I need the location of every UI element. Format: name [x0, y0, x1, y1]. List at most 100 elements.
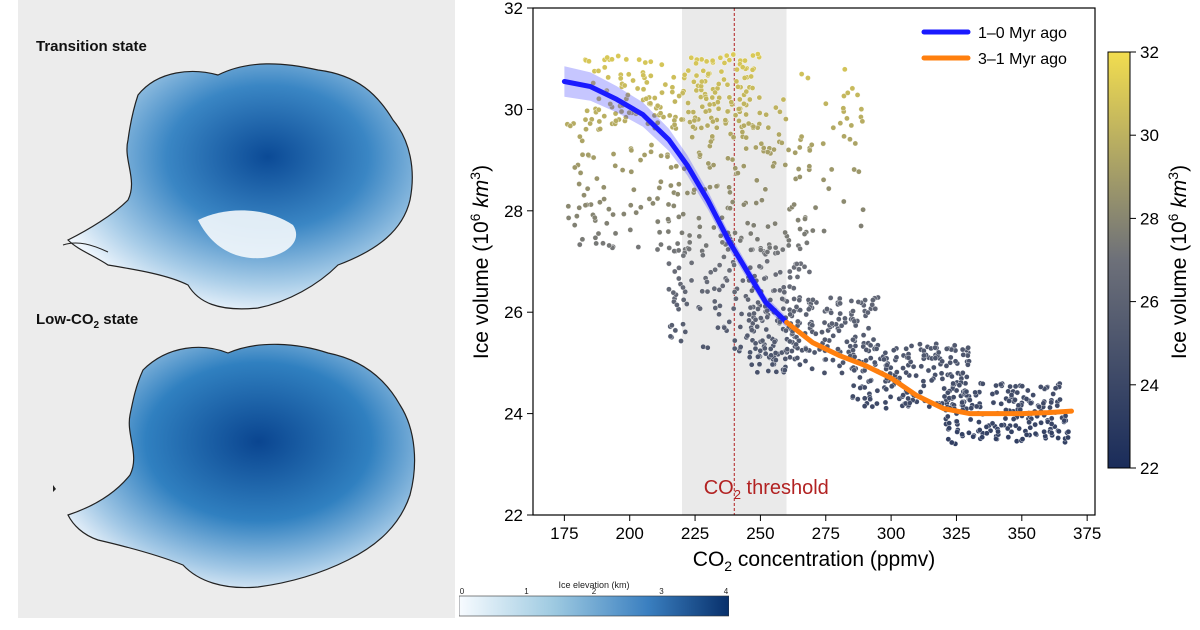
scatter-point [743, 134, 750, 141]
scatter-point [681, 71, 688, 78]
scatter-point [702, 108, 709, 115]
scatter-point [821, 228, 827, 234]
scatter-point [576, 204, 583, 211]
scatter-point [699, 103, 706, 110]
scatter-point [721, 254, 727, 260]
series-line-1 [561, 79, 790, 325]
scatter-point [820, 140, 827, 147]
scatter-point [998, 401, 1005, 407]
scatter-point [737, 344, 744, 350]
scatter-point [654, 218, 661, 225]
scatter-point [689, 134, 695, 140]
scatter-point [696, 215, 702, 221]
scatter-point [858, 223, 864, 229]
scatter-point [742, 57, 748, 64]
x-tick-label: 275 [812, 524, 840, 543]
scatter-point [739, 129, 746, 135]
scatter-point [771, 146, 777, 153]
scatter-point [777, 109, 783, 115]
scatter-point [671, 121, 678, 128]
scatter-point [789, 348, 795, 354]
scatter-point [796, 144, 803, 151]
elevation-tick-label: 4 [724, 587, 729, 596]
scatter-point [612, 163, 619, 169]
scatter-point [783, 327, 789, 334]
scatter-point [664, 153, 671, 160]
scatter-point [802, 216, 808, 222]
scatter-point [709, 57, 716, 64]
scatter-point [794, 355, 801, 361]
scatter-point [726, 94, 733, 101]
scatter-point [657, 110, 664, 117]
x-tick-label: 200 [616, 524, 644, 543]
scatter-point [750, 123, 757, 130]
scatter-point [765, 124, 772, 131]
scatter-point [676, 93, 682, 99]
scatter-point [867, 377, 874, 384]
scatter-point [841, 93, 847, 99]
scatter-point [685, 100, 691, 106]
scatter-point [950, 394, 957, 400]
scatter-point [609, 56, 615, 63]
scatter-point [1061, 417, 1068, 424]
scatter-point [905, 395, 911, 402]
scatter-point [965, 361, 971, 368]
scatter-point [765, 368, 772, 374]
scatter-point [921, 352, 927, 359]
scatter-point [854, 92, 861, 98]
scatter-point [633, 209, 639, 216]
scatter-point [812, 204, 819, 211]
scatter-point [658, 178, 664, 185]
scatter-point [749, 327, 755, 333]
y-tick-label: 24 [504, 405, 523, 424]
scatter-point [967, 416, 974, 423]
scatter-point [667, 333, 674, 340]
scatter-point [810, 227, 816, 234]
scatter-point [850, 382, 857, 389]
scatter-point [698, 83, 704, 89]
scatter-point [581, 192, 587, 198]
scatter-point [604, 54, 611, 61]
scatter-point [806, 163, 813, 170]
scatter-point [776, 319, 783, 325]
scatter-point [674, 191, 681, 197]
scatter-point [713, 124, 720, 131]
scatter-point [642, 59, 649, 66]
scatter-point [939, 376, 946, 382]
scatter-point [943, 363, 950, 369]
scatter-point [1038, 419, 1044, 426]
scatter-point [724, 277, 730, 284]
scatter-point [606, 206, 612, 212]
ice-sheet-panel: Transition state Low-CO2 state [18, 0, 455, 618]
scatter-point [1007, 383, 1013, 390]
scatter-point [595, 106, 602, 113]
scatter-point [582, 202, 589, 209]
low-co2-state-title: Low-CO2 state [36, 311, 139, 331]
scatter-point [772, 271, 779, 278]
scatter-point [920, 383, 927, 389]
scatter-point [754, 369, 761, 376]
scatter-point [1052, 385, 1059, 392]
scatter-point [623, 56, 630, 63]
scatter-point [776, 131, 782, 138]
scatter-point [577, 170, 584, 176]
scatter-point [658, 153, 664, 159]
series-line-2 [784, 319, 1074, 417]
scatter-point [628, 168, 635, 175]
scatter-point [708, 138, 714, 145]
scatter-point [765, 333, 772, 340]
scatter-point [794, 274, 801, 280]
scatter-point [595, 68, 602, 74]
scatter-point [787, 338, 793, 345]
scatter-point [787, 274, 793, 281]
scatter-point [712, 266, 718, 273]
colorbar-tick-label: 28 [1140, 209, 1159, 228]
scatter-point [662, 81, 669, 88]
scatter-point [721, 76, 727, 83]
scatter-point [823, 100, 829, 107]
scatter-point [858, 106, 865, 112]
scatter-point [836, 327, 842, 334]
scatter-point [670, 289, 677, 296]
scatter-point [699, 288, 706, 295]
scatter-point [744, 220, 751, 226]
